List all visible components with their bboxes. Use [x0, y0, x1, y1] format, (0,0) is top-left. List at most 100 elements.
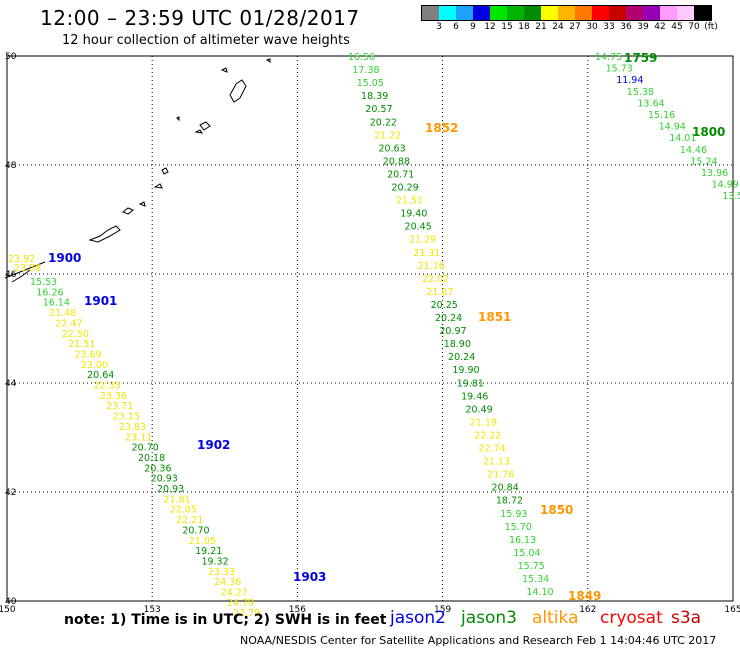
wave-height-value: 14.94 [659, 122, 686, 133]
legend-swatch [507, 6, 524, 20]
wave-height-value: 14.75 [595, 52, 622, 63]
track-values: 16.56 17.38 15.05 18.39 20.57 20.22 21.22 20.63… [8, 52, 740, 619]
x-tick-label: 156 [289, 605, 306, 615]
wave-height-value: 15.34 [522, 574, 549, 585]
coastline [265, 58, 271, 63]
coastlines [4, 58, 271, 283]
coastline [194, 129, 204, 134]
wave-height-value: 20.63 [378, 143, 405, 154]
legend-label: 33 [603, 22, 615, 32]
legend-label: 70 [688, 22, 700, 32]
wave-height-value: 17.38 [352, 65, 379, 76]
wave-height-value: 21.48 [49, 308, 76, 319]
wave-height-value: 20.45 [405, 222, 432, 233]
wave-height-value: 21.22 [374, 130, 401, 141]
wave-height-value: 15.05 [357, 78, 384, 89]
legend-swatch [677, 6, 694, 20]
y-tick-label: 42 [5, 488, 16, 498]
wave-height-value: 21.05 [189, 536, 216, 547]
wave-height-value: 16.26 [36, 287, 63, 298]
legend-swatch [660, 6, 677, 20]
wave-height-value: 23.69 [74, 349, 101, 360]
wave-height-value: 22.21 [176, 515, 203, 526]
wave-height-value: 24.79 [227, 598, 254, 609]
wave-height-value: 20.57 [365, 104, 392, 115]
x-tick-label: 165 [724, 605, 740, 615]
wave-height-value: 18.90 [444, 339, 471, 350]
legend-swatch [456, 6, 473, 20]
wave-height-value: 19.90 [452, 365, 479, 376]
satellite-s3a: s3a [671, 608, 702, 628]
legend-label: 18 [518, 22, 530, 32]
wave-height-value: 21.67 [426, 287, 453, 298]
y-tick-label: 46 [5, 270, 17, 280]
wave-height-value: 21.29 [409, 235, 436, 246]
pass-time-label: 1849 [568, 589, 601, 603]
legend-label: 39 [637, 22, 649, 32]
wave-height-value: 20.36 [144, 463, 171, 474]
wave-height-value: 22.50 [62, 329, 89, 340]
wave-height-value: 23.00 [81, 360, 108, 371]
legend-swatch [592, 6, 609, 20]
wave-height-value: 19.81 [457, 378, 484, 389]
wave-height-value: 20.70 [132, 443, 159, 454]
wave-height-value: 19.40 [400, 209, 427, 220]
legend-label: 45 [671, 22, 683, 32]
legend-labels: 3 6 9 12 15 18 21 24 27 30 33 36 39 42 45 70 (ft) [421, 21, 718, 35]
wave-height-value: 21.51 [396, 196, 423, 207]
legend-label: 24 [552, 22, 564, 32]
wave-height-value: 15.93 [500, 509, 527, 520]
legend-swatch [541, 6, 558, 20]
legend-label: 36 [620, 22, 632, 32]
wave-height-value: 19.32 [201, 556, 228, 567]
wave-height-value: 21.51 [68, 339, 95, 350]
wave-height-value: 20.24 [448, 352, 475, 363]
wave-height-value: 14.01 [669, 133, 696, 144]
x-tick-label: 150 [0, 605, 16, 615]
pass-time-label: 1851 [478, 310, 511, 324]
coastline [122, 207, 134, 215]
satellite-jason2: jason2 [390, 608, 446, 628]
legend-label: 3 [436, 22, 442, 32]
x-tick-label: 159 [434, 605, 451, 615]
wave-height-value: 20.49 [465, 404, 492, 415]
wave-height-value: 13.58 [722, 191, 740, 202]
wave-height-value: 21.19 [470, 417, 497, 428]
wave-height-value: 15.24 [690, 156, 717, 167]
legend-label: 42 [654, 22, 666, 32]
wave-height-value: 20.93 [151, 474, 178, 485]
wave-height-value: 20.97 [439, 326, 466, 337]
wave-height-value: 23.33 [208, 567, 235, 578]
legend-swatch [473, 6, 490, 20]
wave-height-value: 23.36 [100, 391, 127, 402]
legend-swatch [694, 6, 711, 20]
wave-height-value: 19.21 [195, 546, 222, 557]
legend-swatch [643, 6, 660, 20]
wave-height-value: 20.70 [182, 525, 209, 536]
wave-height-value: 14.99 [712, 180, 739, 191]
wave-height-value: 21.16 [418, 261, 445, 272]
wave-height-value: 23.58 [14, 263, 41, 274]
coastline [88, 225, 121, 243]
legend-label: 21 [535, 22, 547, 32]
coastline [229, 79, 247, 103]
wave-height-value: 23.71 [106, 401, 133, 412]
footer-note: note: 1) Time is in UTC; 2) SWH is in fe… [64, 612, 387, 628]
wave-height-value: 23.13 [113, 412, 140, 423]
legend-swatch [609, 6, 626, 20]
wave-height-value: 21.81 [163, 494, 190, 505]
coastline [138, 201, 146, 207]
coastline [11, 269, 31, 283]
wave-height-value: 20.18 [138, 453, 165, 464]
wave-height-value: 13.96 [701, 168, 728, 179]
wave-height-value: 22.33 [94, 381, 121, 392]
legend-label: 9 [470, 22, 476, 32]
grid-lines [7, 56, 733, 601]
wave-height-value: 14.10 [526, 587, 553, 598]
wave-height-value: 15.75 [518, 561, 545, 572]
wave-height-value: 11.94 [616, 75, 643, 86]
wave-height-value: 15.38 [627, 87, 654, 98]
wave-height-value: 16.13 [509, 535, 536, 546]
wave-height-value: 19.46 [461, 391, 488, 402]
pass-time-label: 1759 [624, 51, 657, 65]
